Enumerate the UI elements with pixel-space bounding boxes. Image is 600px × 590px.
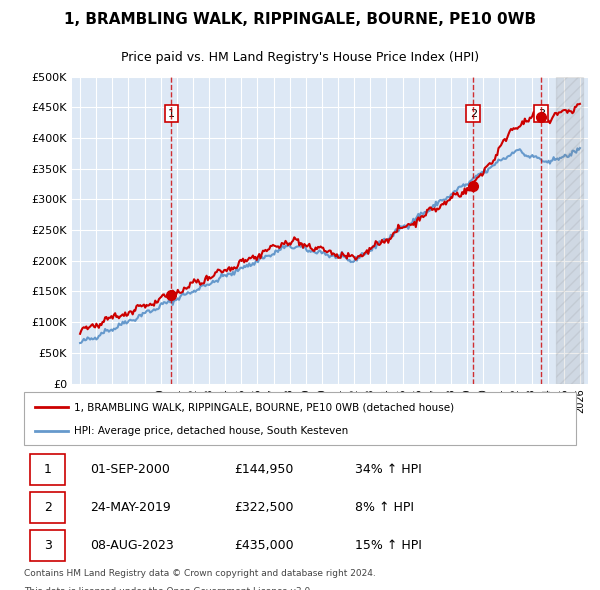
Text: 15% ↑ HPI: 15% ↑ HPI: [355, 539, 422, 552]
FancyBboxPatch shape: [24, 392, 576, 445]
Text: 1, BRAMBLING WALK, RIPPINGALE, BOURNE, PE10 0WB: 1, BRAMBLING WALK, RIPPINGALE, BOURNE, P…: [64, 12, 536, 27]
Text: 2: 2: [44, 501, 52, 514]
Text: 1: 1: [168, 109, 175, 119]
FancyBboxPatch shape: [29, 492, 65, 523]
Bar: [556, 77, 583, 384]
Text: This data is licensed under the Open Government Licence v3.0.: This data is licensed under the Open Gov…: [24, 587, 313, 590]
Text: 08-AUG-2023: 08-AUG-2023: [90, 539, 174, 552]
Text: 01-SEP-2000: 01-SEP-2000: [90, 463, 170, 476]
Text: Price paid vs. HM Land Registry's House Price Index (HPI): Price paid vs. HM Land Registry's House …: [121, 51, 479, 64]
FancyBboxPatch shape: [29, 530, 65, 560]
Text: HPI: Average price, detached house, South Kesteven: HPI: Average price, detached house, Sout…: [74, 425, 348, 435]
FancyBboxPatch shape: [29, 454, 65, 485]
Text: £322,500: £322,500: [234, 501, 293, 514]
Text: 34% ↑ HPI: 34% ↑ HPI: [355, 463, 422, 476]
Text: 8% ↑ HPI: 8% ↑ HPI: [355, 501, 414, 514]
Text: 3: 3: [44, 539, 52, 552]
Text: 1: 1: [44, 463, 52, 476]
Text: 24-MAY-2019: 24-MAY-2019: [90, 501, 171, 514]
Text: £435,000: £435,000: [234, 539, 293, 552]
Text: £144,950: £144,950: [234, 463, 293, 476]
Text: Contains HM Land Registry data © Crown copyright and database right 2024.: Contains HM Land Registry data © Crown c…: [24, 569, 376, 578]
Text: 2: 2: [470, 109, 477, 119]
Text: 1, BRAMBLING WALK, RIPPINGALE, BOURNE, PE10 0WB (detached house): 1, BRAMBLING WALK, RIPPINGALE, BOURNE, P…: [74, 402, 454, 412]
Text: 3: 3: [538, 109, 545, 119]
